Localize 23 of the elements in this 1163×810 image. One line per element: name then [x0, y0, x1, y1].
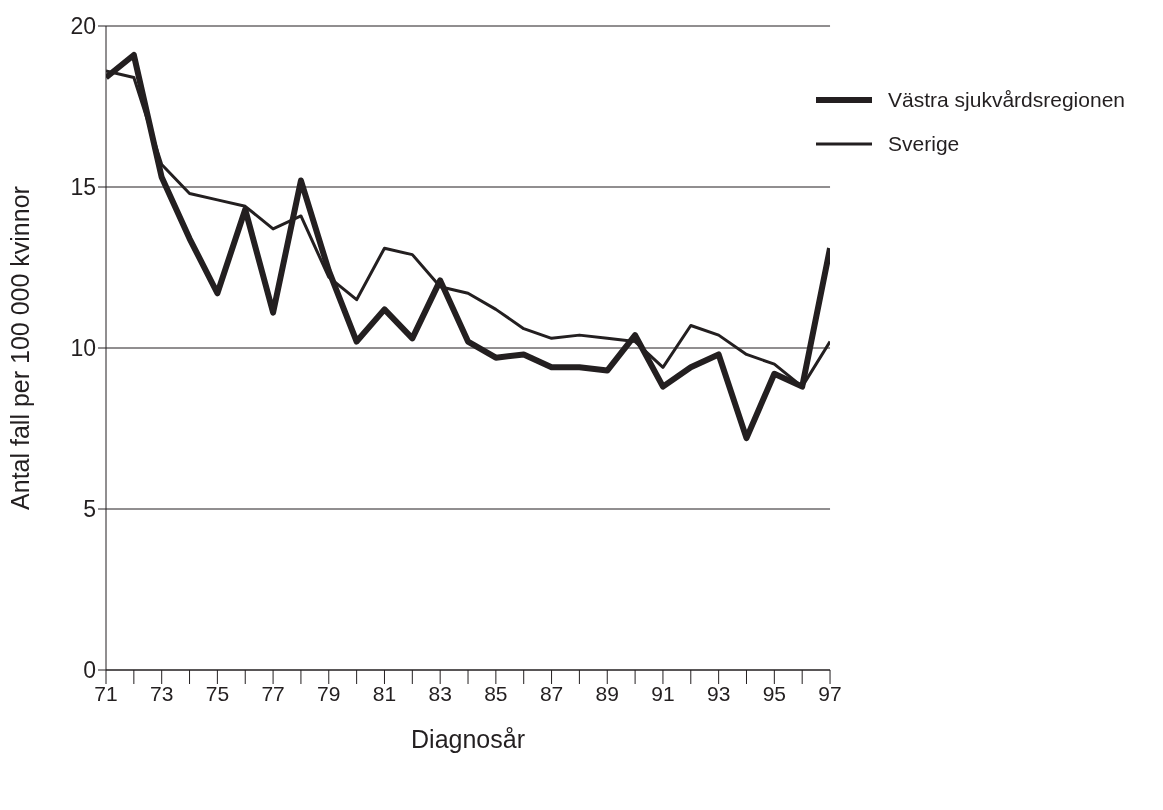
x-tick-label: 83 — [428, 681, 452, 705]
x-tick-label: 81 — [372, 681, 397, 705]
y-tick-label: 15 — [70, 174, 96, 201]
y-axis-title: Antal fall per 100 000 kvinnor — [5, 186, 34, 510]
x-tick-label: 91 — [651, 681, 675, 705]
legend-label: Sverige — [888, 132, 960, 156]
x-tick-label: 85 — [484, 681, 508, 705]
x-tick-label: 79 — [317, 681, 341, 705]
x-tick-label: 73 — [150, 681, 174, 705]
x-tick-label: 77 — [261, 681, 285, 705]
legend-label: Västra sjukvårdsregionen — [888, 88, 1125, 112]
y-tick-label: 0 — [83, 657, 96, 684]
y-tick-label: 5 — [83, 496, 96, 523]
x-tick-label: 89 — [595, 681, 619, 705]
x-tick-label: 93 — [706, 681, 731, 705]
x-tick-label: 97 — [818, 681, 842, 705]
y-tick-label: 20 — [70, 13, 96, 40]
x-tick-label: 75 — [205, 681, 230, 705]
x-tick-label: 95 — [762, 681, 787, 705]
x-tick-label: 87 — [539, 681, 564, 705]
x-axis-title: Diagnosår — [411, 725, 525, 753]
x-tick-label: 71 — [94, 681, 118, 705]
y-tick-label: 10 — [70, 335, 96, 362]
